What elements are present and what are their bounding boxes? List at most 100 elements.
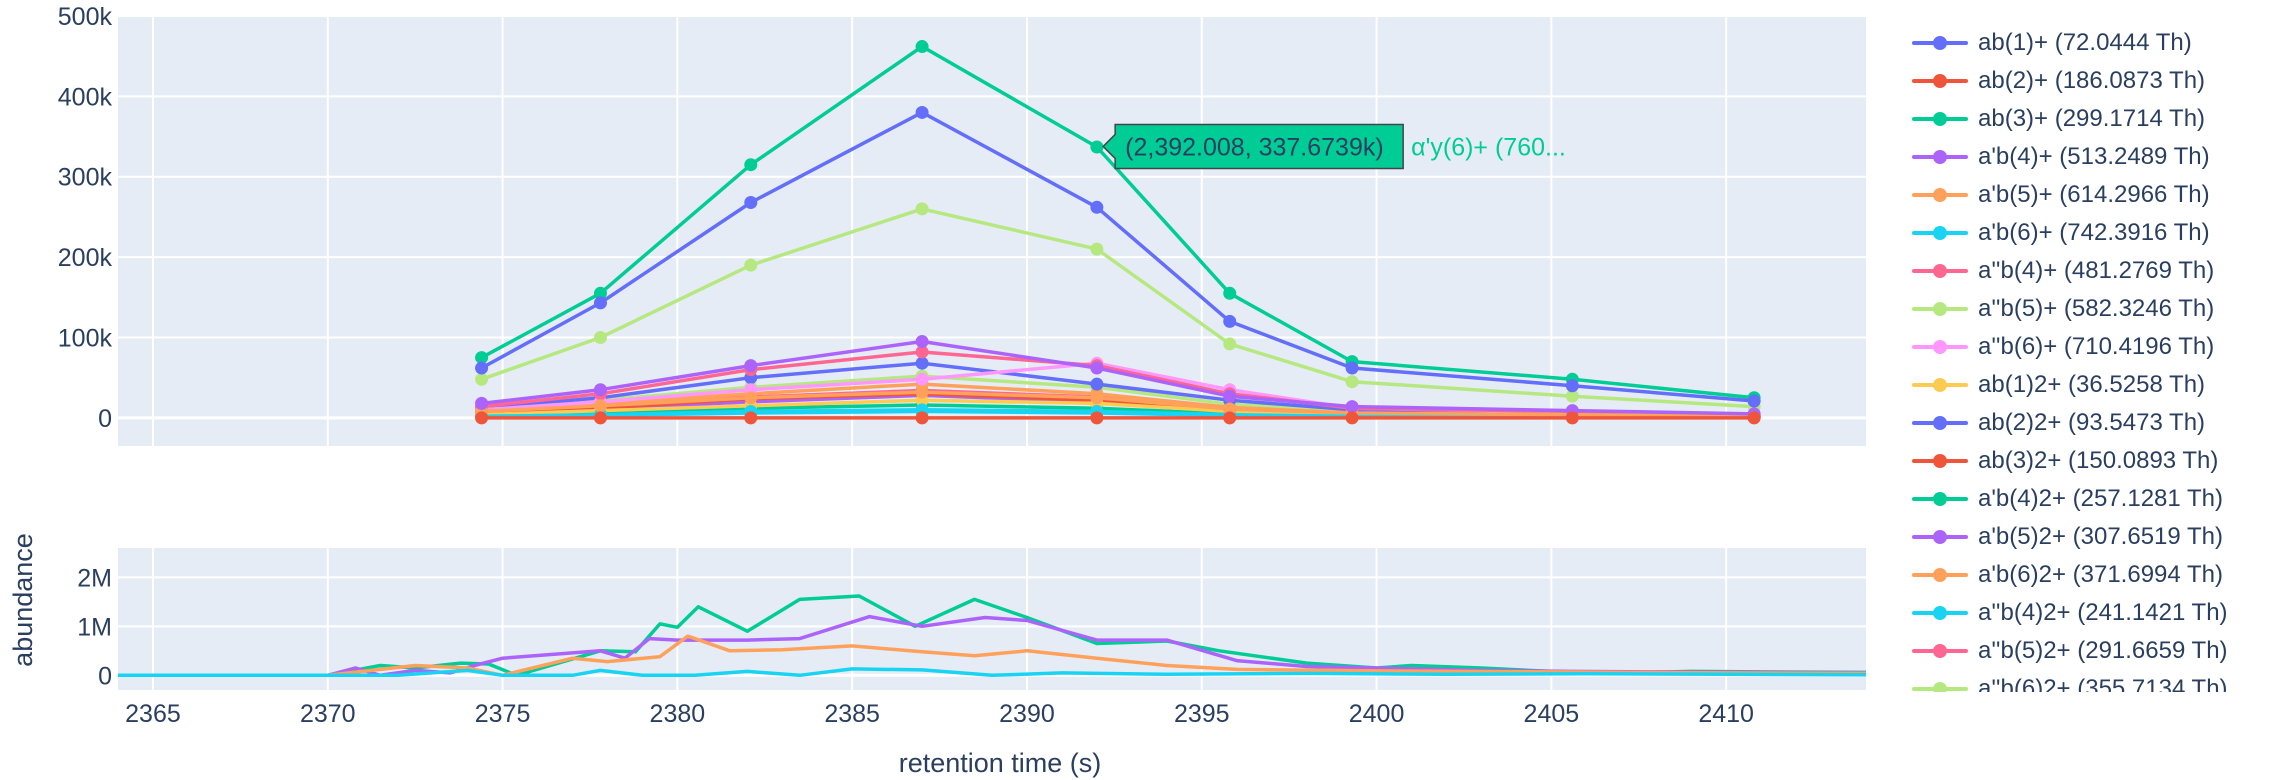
legend-swatch [1912,594,1970,632]
legend-label: a'b(5)2+ (307.6519 Th) [1978,523,2223,550]
bottom-plot-lines [118,594,1867,678]
top-plot-y-ticks: 0 100k 200k 300k 400k 500k [58,3,113,433]
legend-label: a'b(4)2+ (257.1281 Th) [1978,485,2223,512]
data-point[interactable] [1090,200,1104,214]
series-7[interactable] [475,202,1761,414]
legend-swatch [1912,100,1970,138]
legend-item[interactable]: ab(1)+ (72.0444 Th) [1900,24,2282,62]
legend: ab(1)+ (72.0444 Th) ab(2)+ (186.0873 Th) a… [1900,24,2282,692]
legend-item[interactable]: a''b(5)2+ (291.6659 Th) [1900,632,2282,670]
bottom-series-2[interactable] [118,634,1867,678]
data-point[interactable] [1223,337,1237,351]
data-point[interactable] [1345,411,1359,425]
data-point[interactable] [744,411,758,425]
legend-item[interactable]: a'b(5)+ (614.2966 Th) [1900,176,2282,214]
legend-item[interactable]: a'b(6)2+ (371.6994 Th) [1900,556,2282,594]
data-point[interactable] [744,195,758,209]
data-point[interactable] [593,399,607,413]
legend-item[interactable]: ab(3)+ (299.1714 Th) [1900,100,2282,138]
data-point[interactable] [915,345,929,359]
legend-item[interactable]: ab(2)+ (186.0873 Th) [1900,62,2282,100]
legend-item[interactable]: a''b(4)+ (481.2769 Th) [1900,252,2282,290]
x-tick-label: 2385 [824,700,880,728]
legend-label: a''b(5)+ (582.3246 Th) [1978,295,2215,322]
legend-item[interactable]: a''b(4)2+ (241.1421 Th) [1900,594,2282,632]
data-point[interactable] [593,296,607,310]
tooltip-series-name: α'y(6)+ (760... [1411,133,1566,161]
data-point[interactable] [1223,314,1237,328]
legend-item[interactable]: a'b(6)+ (742.3916 Th) [1900,214,2282,252]
data-point[interactable] [915,105,929,119]
data-point[interactable] [744,158,758,172]
data-point[interactable] [1747,411,1761,425]
data-point[interactable] [915,335,929,349]
legend-label: a'b(6)+ (742.3916 Th) [1978,219,2210,246]
data-point[interactable] [593,383,607,397]
data-point[interactable] [593,411,607,425]
x-tick-label: 2405 [1524,700,1580,728]
y-tick-label: 500k [58,3,113,31]
data-point[interactable] [744,258,758,272]
data-point[interactable] [915,411,929,425]
y-tick-label: 200k [58,244,113,272]
legend-label: a'b(5)+ (614.2966 Th) [1978,181,2210,208]
legend-item[interactable]: a''b(6)+ (710.4196 Th) [1900,328,2282,366]
legend-item[interactable]: a''b(5)+ (582.3246 Th) [1900,290,2282,328]
legend-label: ab(2)2+ (93.5473 Th) [1978,409,2206,436]
legend-swatch [1912,252,1970,290]
data-point[interactable] [593,330,607,344]
data-point[interactable] [915,385,929,399]
data-point[interactable] [744,359,758,373]
data-point[interactable] [475,372,489,386]
x-axis-ticks: 2365 2370 2375 2380 2385 2390 2395 2400 2405 2410 [125,700,1754,728]
bottom-series-3[interactable] [118,667,1867,678]
data-point[interactable] [1090,242,1104,256]
data-point[interactable] [915,40,929,54]
legend-item[interactable]: ab(2)2+ (93.5473 Th) [1900,404,2282,442]
data-point[interactable] [915,202,929,216]
data-point[interactable] [915,356,929,370]
legend-swatch [1912,290,1970,328]
legend-item[interactable]: a'b(5)2+ (307.6519 Th) [1900,518,2282,556]
tooltip-value: (2,392.008, 337.6739k) [1125,133,1384,161]
legend-label: a''b(4)2+ (241.1421 Th) [1978,599,2228,626]
data-point[interactable] [1090,140,1104,154]
legend-item[interactable]: ab(1)2+ (36.5258 Th) [1900,366,2282,404]
y-tick-label: 100k [58,324,113,352]
legend-item[interactable]: ab(3)2+ (150.0893 Th) [1900,442,2282,480]
data-point[interactable] [475,396,489,410]
series-0[interactable] [475,105,1761,408]
data-point[interactable] [1223,389,1237,403]
data-point[interactable] [475,411,489,425]
data-point[interactable] [1090,411,1104,425]
data-point[interactable] [1223,411,1237,425]
data-point[interactable] [475,351,489,365]
bottom-plot[interactable]: 0 1M 2M [77,548,1867,690]
data-point[interactable] [1565,411,1579,425]
data-point[interactable] [1345,375,1359,389]
series-1[interactable] [475,411,1761,425]
data-point[interactable] [475,361,489,375]
x-tick-label: 2390 [999,700,1055,728]
legend-item[interactable]: a'b(4)2+ (257.1281 Th) [1900,480,2282,518]
data-point[interactable] [1345,400,1359,414]
legend-swatch [1912,366,1970,404]
legend-swatch [1912,24,1970,62]
legend-swatch [1912,556,1970,594]
data-point[interactable] [1223,286,1237,300]
legend-item[interactable]: a'b(4)+ (513.2489 Th) [1900,138,2282,176]
data-point[interactable] [1090,391,1104,405]
data-point[interactable] [1090,377,1104,391]
legend-item[interactable]: a''b(6)2+ (355.7134 Th) [1900,670,2282,692]
data-point[interactable] [1565,389,1579,403]
top-plot[interactable]: 0 100k 200k 300k 400k 500k [58,3,1866,446]
data-point[interactable] [1565,379,1579,393]
data-point[interactable] [1747,394,1761,408]
data-point[interactable] [593,286,607,300]
data-point[interactable] [1090,361,1104,375]
data-point[interactable] [915,372,929,386]
bottom-plot-y-ticks: 0 1M 2M [77,564,112,690]
y-tick-label: 1M [77,613,112,641]
data-point[interactable] [744,391,758,405]
data-point[interactable] [1345,361,1359,375]
